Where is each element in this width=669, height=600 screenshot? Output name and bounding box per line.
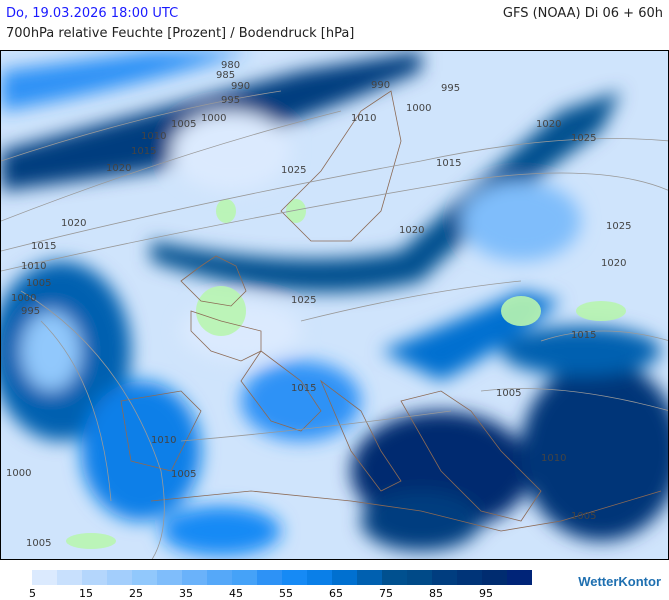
legend-label: 5 (29, 587, 36, 600)
isobar-label: 1020 (61, 218, 86, 229)
legend-label: 95 (479, 587, 493, 600)
isobar-label: 1025 (291, 295, 316, 306)
isobar-label: 1005 (171, 469, 196, 480)
legend-swatch (432, 570, 457, 585)
isobar-label: 1010 (351, 113, 376, 124)
isobar-label: 1010 (21, 261, 46, 272)
legend-swatch (382, 570, 407, 585)
isobar-label: 1015 (31, 241, 56, 252)
isobar-label: 1005 (496, 388, 521, 399)
isobar-label: 1015 (291, 383, 316, 394)
legend-swatch (482, 570, 507, 585)
legend-swatch (457, 570, 482, 585)
isobar-label: 1015 (436, 158, 461, 169)
isobar-label: 1000 (11, 293, 36, 304)
legend-swatch (282, 570, 307, 585)
humidity-field (1, 51, 668, 556)
isobar-label: 1010 (141, 131, 166, 142)
isobar-label: 995 (441, 83, 460, 94)
legend-label: 45 (229, 587, 243, 600)
legend-swatch (57, 570, 82, 585)
legend-swatch (332, 570, 357, 585)
isobar-label: 990 (371, 80, 390, 91)
legend-swatch (107, 570, 132, 585)
coastlines (120, 90, 662, 532)
legend-swatch (507, 570, 532, 585)
isobars (1, 90, 668, 559)
legend-label: 25 (129, 587, 143, 600)
legend-swatch (82, 570, 107, 585)
color-legend (32, 570, 532, 585)
legend-swatch (32, 570, 57, 585)
isobar-label: 1025 (606, 221, 631, 232)
isobar-label: 1015 (571, 330, 596, 341)
legend-swatch (407, 570, 432, 585)
legend-label: 15 (79, 587, 93, 600)
legend-swatch (182, 570, 207, 585)
isobar-label: 1010 (151, 435, 176, 446)
isobar-label: 1005 (171, 119, 196, 130)
legend-swatch (232, 570, 257, 585)
isobar-label: 995 (221, 95, 240, 106)
legend-swatch (132, 570, 157, 585)
legend-label: 55 (279, 587, 293, 600)
isobar-label: 980 (221, 60, 240, 71)
legend-swatch (357, 570, 382, 585)
legend-label: 75 (379, 587, 393, 600)
legend-label: 85 (429, 587, 443, 600)
isobar-label: 995 (21, 306, 40, 317)
legend-swatch (207, 570, 232, 585)
isobar-label: 1010 (541, 453, 566, 464)
legend-label: 65 (329, 587, 343, 600)
isobar-label: 1020 (106, 163, 131, 174)
model-run: GFS (NOAA) Di 06 + 60h (502, 6, 663, 21)
legend-swatch (307, 570, 332, 585)
legend-label: 35 (179, 587, 193, 600)
isobar-label: 1005 (26, 278, 51, 289)
isobar-label: 1000 (406, 103, 431, 114)
isobar-label: 1025 (281, 165, 306, 176)
isobar-label: 1020 (536, 119, 561, 130)
legend-swatch (157, 570, 182, 585)
legend-swatch (257, 570, 282, 585)
isobar-label: 1015 (131, 146, 156, 157)
dry-areas (66, 199, 626, 549)
isobar-label: 1020 (601, 258, 626, 269)
isobar-label: 1005 (571, 511, 596, 522)
isobar-label: 1005 (26, 538, 51, 549)
parameter-title: 700hPa relative Feuchte [Prozent] / Bode… (6, 26, 355, 41)
wetterkontor-logo: WetterKontor (578, 574, 661, 589)
weather-map: 980 985 990 995 1005 1000 1010 1015 1020 990 995 10… (0, 50, 669, 560)
forecast-datetime: Do, 19.03.2026 18:00 UTC (6, 6, 179, 21)
isobar-label: 990 (231, 81, 250, 92)
isobar-label: 1020 (399, 225, 424, 236)
isobar-label: 1025 (571, 133, 596, 144)
isobar-label: 985 (216, 70, 235, 81)
isobar-label: 1000 (201, 113, 226, 124)
isobar-label: 1000 (6, 468, 31, 479)
